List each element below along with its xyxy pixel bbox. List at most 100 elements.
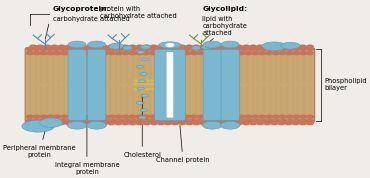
Circle shape [157, 121, 165, 125]
Circle shape [169, 51, 178, 55]
Circle shape [299, 51, 307, 55]
Circle shape [253, 47, 262, 51]
Circle shape [149, 83, 155, 85]
Text: Glycoprotein:: Glycoprotein: [53, 6, 110, 12]
Circle shape [231, 51, 239, 55]
Circle shape [178, 121, 186, 125]
Circle shape [156, 119, 164, 123]
Circle shape [228, 44, 236, 49]
Circle shape [203, 114, 212, 119]
Circle shape [258, 114, 266, 119]
Circle shape [171, 121, 179, 125]
Circle shape [93, 121, 101, 125]
Text: carbohydrate attached: carbohydrate attached [53, 16, 130, 22]
Circle shape [121, 114, 130, 119]
Circle shape [155, 51, 164, 55]
Circle shape [78, 119, 86, 123]
Circle shape [221, 44, 229, 49]
Circle shape [79, 121, 87, 125]
Circle shape [196, 114, 205, 119]
Circle shape [185, 121, 193, 125]
Circle shape [188, 119, 197, 123]
FancyBboxPatch shape [25, 48, 315, 122]
Circle shape [256, 121, 264, 125]
Circle shape [130, 119, 138, 123]
Circle shape [135, 114, 144, 119]
Circle shape [156, 47, 164, 51]
Circle shape [114, 114, 123, 119]
Circle shape [33, 51, 41, 55]
Circle shape [117, 47, 125, 51]
Circle shape [100, 121, 108, 125]
Circle shape [65, 44, 73, 49]
Circle shape [149, 119, 158, 123]
Circle shape [306, 47, 314, 51]
Circle shape [280, 47, 288, 51]
Circle shape [74, 51, 82, 55]
Circle shape [143, 44, 151, 49]
Circle shape [100, 44, 108, 49]
Circle shape [36, 44, 44, 49]
FancyBboxPatch shape [166, 52, 174, 118]
Circle shape [286, 119, 295, 123]
Text: Phospholipid
bilayer: Phospholipid bilayer [324, 78, 367, 91]
Circle shape [142, 114, 150, 119]
Circle shape [36, 121, 44, 125]
Circle shape [306, 114, 314, 119]
Circle shape [228, 47, 236, 51]
Circle shape [265, 114, 273, 119]
Circle shape [145, 83, 150, 85]
Ellipse shape [262, 42, 286, 51]
Circle shape [145, 79, 150, 82]
Circle shape [215, 119, 223, 123]
Circle shape [86, 121, 94, 125]
Circle shape [278, 114, 287, 119]
Circle shape [267, 47, 275, 51]
Circle shape [247, 119, 256, 123]
Circle shape [123, 47, 132, 51]
Circle shape [176, 114, 184, 119]
Circle shape [67, 114, 75, 119]
Circle shape [251, 51, 259, 55]
Circle shape [123, 119, 132, 123]
Circle shape [94, 51, 102, 55]
Ellipse shape [87, 121, 107, 129]
Circle shape [97, 47, 106, 51]
Circle shape [244, 114, 253, 119]
Ellipse shape [166, 43, 174, 47]
Ellipse shape [40, 118, 63, 127]
Circle shape [65, 47, 73, 51]
Circle shape [217, 114, 225, 119]
Circle shape [203, 51, 212, 55]
Circle shape [169, 114, 178, 119]
FancyBboxPatch shape [203, 49, 221, 120]
Circle shape [117, 119, 125, 123]
Circle shape [176, 51, 184, 55]
Ellipse shape [191, 46, 201, 50]
Ellipse shape [139, 116, 146, 119]
Circle shape [104, 119, 112, 123]
Circle shape [206, 121, 215, 125]
Circle shape [272, 51, 280, 55]
Circle shape [234, 47, 242, 51]
Circle shape [107, 44, 115, 49]
Circle shape [26, 51, 34, 55]
Circle shape [71, 47, 80, 51]
Ellipse shape [88, 41, 106, 48]
Circle shape [143, 119, 151, 123]
Circle shape [215, 47, 223, 51]
Ellipse shape [141, 45, 150, 49]
Circle shape [107, 121, 115, 125]
Circle shape [135, 51, 144, 55]
Circle shape [46, 114, 55, 119]
Circle shape [137, 47, 145, 51]
Circle shape [162, 51, 171, 55]
Circle shape [306, 119, 314, 123]
Circle shape [278, 51, 287, 55]
Circle shape [228, 121, 236, 125]
Ellipse shape [221, 41, 239, 48]
Circle shape [292, 121, 300, 125]
Circle shape [265, 51, 273, 55]
Circle shape [149, 114, 157, 119]
Circle shape [80, 51, 89, 55]
